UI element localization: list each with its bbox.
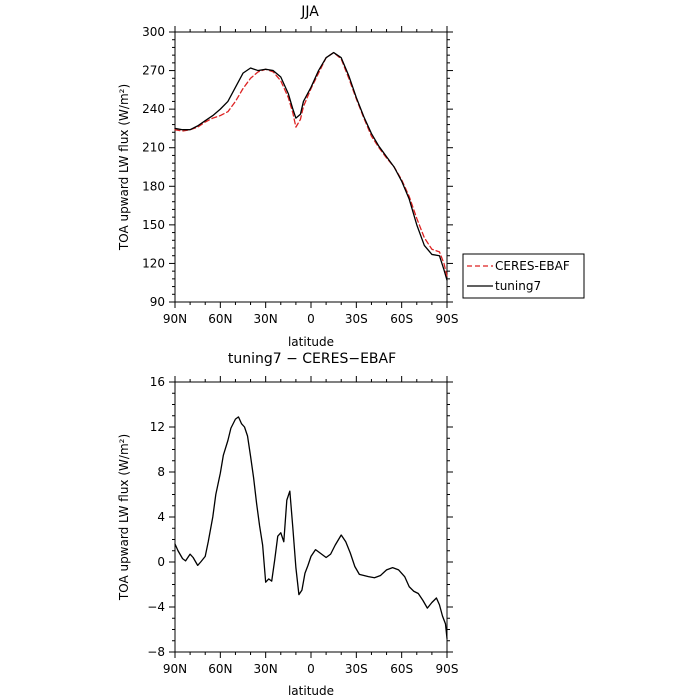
top-minor-ticks bbox=[169, 26, 453, 308]
top-chart-title: JJA bbox=[300, 4, 319, 20]
series-line-difference bbox=[174, 416, 448, 640]
y-tick-label: 240 bbox=[142, 102, 165, 116]
x-tick-label: 30S bbox=[345, 662, 368, 676]
y-tick-label: 150 bbox=[142, 218, 165, 232]
bottom-series-group bbox=[174, 416, 448, 640]
series-line-ceres-ebaf bbox=[174, 51, 448, 277]
bottom-x-tick-labels: 90N 60N 30N 0 30S 60S 90S bbox=[163, 662, 459, 676]
y-tick-label: −4 bbox=[147, 600, 165, 614]
top-chart: JJA 90 120 150 180 210 240 270 300 90N 60N 30N 0 30… bbox=[117, 4, 585, 349]
x-tick-label: 0 bbox=[307, 662, 315, 676]
y-tick-label: −8 bbox=[147, 645, 165, 659]
y-tick-label: 270 bbox=[142, 64, 165, 78]
y-tick-label: 210 bbox=[142, 141, 165, 155]
y-tick-label: 180 bbox=[142, 179, 165, 193]
x-tick-label: 90N bbox=[163, 312, 187, 326]
x-tick-label: 30N bbox=[254, 312, 278, 326]
x-tick-label: 90N bbox=[163, 662, 187, 676]
x-tick-label: 60N bbox=[208, 312, 232, 326]
x-tick-label: 60S bbox=[390, 312, 413, 326]
bottom-y-axis-label: TOA upward LW flux (W/m²) bbox=[117, 434, 131, 601]
bottom-plot-frame bbox=[174, 381, 448, 653]
y-tick-label: 0 bbox=[157, 555, 165, 569]
y-tick-label: 90 bbox=[150, 295, 165, 309]
bottom-chart-title: tuning7 − CERES−EBAF bbox=[228, 351, 396, 367]
x-tick-label: 0 bbox=[307, 312, 315, 326]
bottom-minor-ticks bbox=[169, 376, 453, 658]
x-tick-label: 90S bbox=[436, 662, 459, 676]
legend: CERES-EBAF tuning7 bbox=[462, 253, 585, 299]
x-tick-label: 30N bbox=[254, 662, 278, 676]
series-line-tuning7 bbox=[174, 51, 448, 281]
top-y-axis-label: TOA upward LW flux (W/m²) bbox=[117, 84, 131, 251]
top-series-group bbox=[174, 51, 448, 281]
y-tick-label: 8 bbox=[157, 465, 165, 479]
y-tick-label: 120 bbox=[142, 256, 165, 270]
bottom-x-axis-label: latitude bbox=[288, 684, 334, 698]
bottom-chart: tuning7 − CERES−EBAF −8 −4 0 4 8 12 16 90N 60N 3… bbox=[117, 351, 458, 698]
legend-label-tuning7: tuning7 bbox=[495, 279, 541, 293]
y-tick-label: 16 bbox=[150, 375, 165, 389]
legend-label-ceres: CERES-EBAF bbox=[495, 259, 570, 273]
top-x-axis-label: latitude bbox=[288, 335, 334, 349]
y-tick-label: 4 bbox=[157, 510, 165, 524]
x-tick-label: 60N bbox=[208, 662, 232, 676]
top-plot-frame bbox=[174, 31, 448, 303]
x-tick-label: 90S bbox=[436, 312, 459, 326]
x-tick-label: 30S bbox=[345, 312, 368, 326]
bottom-y-tick-labels: −8 −4 0 4 8 12 16 bbox=[147, 375, 165, 659]
x-tick-label: 60S bbox=[390, 662, 413, 676]
y-tick-label: 300 bbox=[142, 25, 165, 39]
y-tick-label: 12 bbox=[150, 420, 165, 434]
top-y-tick-labels: 90 120 150 180 210 240 270 300 bbox=[142, 25, 165, 309]
legend-box bbox=[462, 253, 585, 299]
top-x-tick-labels: 90N 60N 30N 0 30S 60S 90S bbox=[163, 312, 459, 326]
